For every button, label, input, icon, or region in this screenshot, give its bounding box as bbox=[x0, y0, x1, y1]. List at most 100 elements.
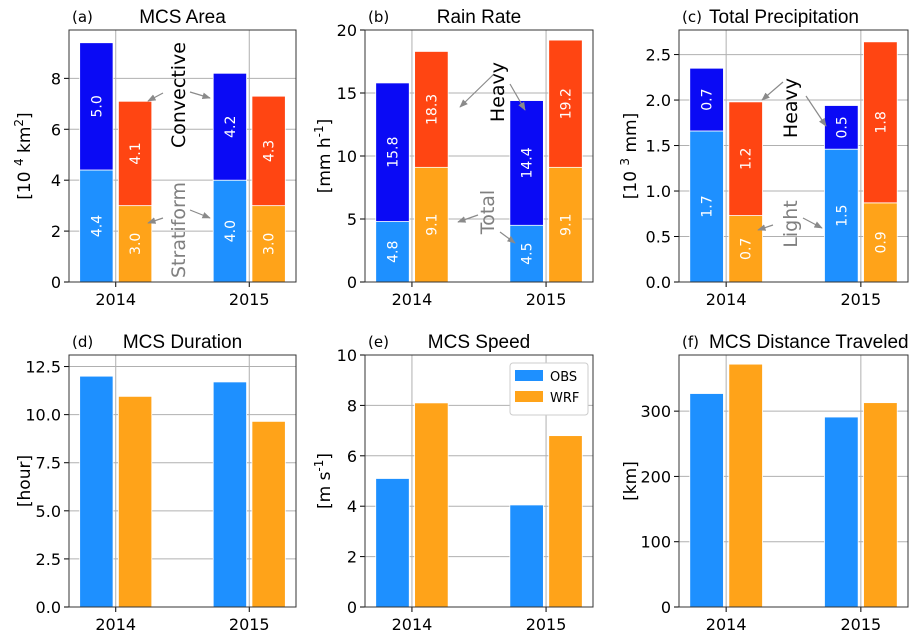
annotation-arrow bbox=[459, 73, 495, 108]
y-tick-label: 8 bbox=[51, 69, 61, 88]
bar-value-label: 18.3 bbox=[424, 94, 440, 125]
y-tick-label: 2 bbox=[51, 222, 61, 241]
superscript: 2 bbox=[12, 119, 26, 127]
annotation-heavy: Heavy bbox=[780, 78, 802, 138]
subplot-title: MCS Area bbox=[139, 7, 226, 28]
bar-obs bbox=[509, 504, 544, 608]
bar-value-label: 0.7 bbox=[700, 88, 716, 110]
y-tick-label: 7.5 bbox=[36, 454, 61, 473]
annotation-arrow bbox=[189, 91, 211, 100]
label-part: mm] bbox=[621, 113, 641, 158]
subplot-e: 0 2 4 6 8 10 2014 2015 (e) MCS Speed [m s-1] OBS WRF bbox=[312, 332, 594, 634]
label-part: ] bbox=[15, 112, 35, 119]
y-axis-label: [m s-1] bbox=[312, 453, 335, 509]
axes-frame bbox=[364, 29, 594, 283]
x-tick-label: 2015 bbox=[526, 615, 567, 634]
annotation-total: Total bbox=[477, 190, 499, 235]
x-tick-label: 2015 bbox=[840, 615, 881, 634]
label-part: [10 bbox=[621, 166, 641, 200]
y-tick-label: 2.0 bbox=[646, 91, 671, 110]
subplot-title: Rain Rate bbox=[437, 7, 522, 28]
bar-obs bbox=[212, 381, 247, 608]
superscript: 4 bbox=[12, 158, 26, 166]
annotation-arrow bbox=[499, 231, 516, 244]
subplot-b: 0 5 10 15 20 2014 2015 4.8 15.8 4.5 14.4 9.1 18.3 9.1… bbox=[312, 7, 594, 309]
label-part: ] bbox=[315, 453, 335, 460]
bar-wrf-upper bbox=[863, 41, 898, 204]
label-part: [m s bbox=[315, 471, 335, 509]
bar-obs bbox=[689, 393, 724, 608]
bar-wrf-upper bbox=[251, 95, 286, 207]
y-tick-label: 2 bbox=[347, 548, 357, 567]
subplot-f: 0 100 200 300 2014 2015 (f) MCS Distance Travel… bbox=[621, 332, 909, 634]
y-tick-label: 1.0 bbox=[646, 182, 671, 201]
x-tick-label: 2014 bbox=[706, 290, 747, 309]
label-part: [10 bbox=[15, 166, 35, 200]
annotation-arrow bbox=[189, 209, 211, 219]
x-tick-label: 2014 bbox=[95, 615, 136, 634]
bar-wrf-lower bbox=[863, 202, 898, 283]
bar-obs bbox=[79, 375, 114, 608]
y-tick-label: 15 bbox=[337, 84, 357, 103]
y-tick-label: 20 bbox=[337, 21, 357, 40]
bar-value-label: 4.2 bbox=[223, 116, 239, 138]
y-tick-label: 0 bbox=[661, 598, 671, 617]
panel-letter: (e) bbox=[368, 333, 389, 351]
x-tick-label: 2014 bbox=[392, 615, 433, 634]
x-tick-label: 2015 bbox=[526, 290, 567, 309]
bar-value-label: 3.0 bbox=[128, 233, 144, 255]
bar-wrf-upper bbox=[118, 100, 153, 207]
bar-value-label: 4.4 bbox=[89, 215, 105, 237]
bar-value-label: 0.7 bbox=[739, 238, 755, 260]
annotation-arrow bbox=[757, 224, 774, 231]
annotation-arrow bbox=[457, 214, 479, 223]
annotation-stratiform: Stratiform bbox=[168, 182, 190, 278]
bar-value-label: 0.5 bbox=[834, 116, 850, 138]
y-tick-label: 5.0 bbox=[36, 502, 61, 521]
axes-frame bbox=[678, 29, 909, 283]
bar-wrf-upper bbox=[728, 101, 763, 216]
y-tick-label: 12.5 bbox=[25, 358, 61, 377]
y-tick-label: 2.5 bbox=[646, 46, 671, 65]
subplot-title: Total Precipitation bbox=[709, 7, 859, 28]
y-tick-label: 5 bbox=[347, 210, 357, 229]
y-tick-label: 0.0 bbox=[646, 273, 671, 292]
subplot-title: MCS Duration bbox=[123, 332, 242, 353]
axes-frame bbox=[68, 29, 297, 283]
y-tick-label: 4 bbox=[51, 171, 61, 190]
y-tick-label: 4 bbox=[347, 497, 357, 516]
bar-value-label: 4.1 bbox=[128, 142, 144, 164]
legend-swatch-obs bbox=[515, 370, 543, 381]
annotation-convective: Convective bbox=[168, 42, 190, 148]
bar-value-label: 1.7 bbox=[700, 195, 716, 217]
annotation-arrow bbox=[802, 217, 823, 229]
bar-value-label: 4.8 bbox=[385, 241, 401, 263]
y-axis-label: [10 4 km2] bbox=[12, 112, 35, 199]
bar-wrf bbox=[548, 435, 583, 608]
y-tick-label: 0.5 bbox=[646, 228, 671, 247]
bar-obs-lower bbox=[689, 130, 724, 283]
bar-wrf bbox=[251, 420, 286, 608]
panel-letter: (b) bbox=[368, 8, 389, 26]
bar-obs-upper bbox=[212, 72, 247, 181]
subplot-d: 0.0 2.5 5.0 7.5 10.0 12.5 2014 2015 (d) MCS Durat… bbox=[15, 332, 297, 634]
bar-wrf-lower bbox=[251, 205, 286, 283]
y-tick-label: 10 bbox=[337, 346, 357, 365]
y-tick-label: 0.0 bbox=[36, 598, 61, 617]
legend-label: WRF bbox=[550, 391, 579, 406]
y-tick-label: 200 bbox=[640, 467, 671, 486]
y-tick-label: 6 bbox=[347, 447, 357, 466]
x-tick-label: 2015 bbox=[840, 290, 881, 309]
y-tick-label: 2.5 bbox=[36, 550, 61, 569]
annotation-arrow bbox=[147, 92, 164, 102]
y-axis-label: [km] bbox=[621, 461, 641, 501]
annotation-heavy: Heavy bbox=[487, 62, 509, 122]
bar-value-label: 19.2 bbox=[559, 88, 575, 119]
annotation-light: Light bbox=[780, 200, 802, 247]
label-part: ] bbox=[315, 119, 335, 126]
bar-obs-lower bbox=[375, 221, 410, 283]
subplot-title: MCS Distance Traveled bbox=[709, 332, 909, 353]
legend: OBS WRF bbox=[509, 362, 589, 416]
annotation-arrow bbox=[509, 83, 526, 111]
bar-value-label: 3.0 bbox=[262, 233, 278, 255]
